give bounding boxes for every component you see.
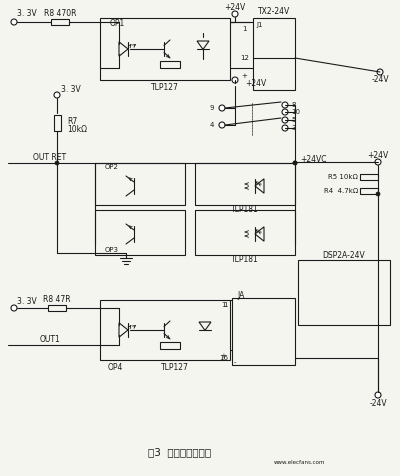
Circle shape	[377, 69, 383, 75]
Circle shape	[11, 305, 17, 311]
Text: TLP181: TLP181	[231, 256, 259, 265]
Text: +: +	[241, 73, 247, 79]
Text: 10kΩ: 10kΩ	[67, 126, 87, 135]
Bar	[298, 260, 390, 325]
Text: 12: 12	[240, 55, 249, 61]
Text: OUT1: OUT1	[40, 336, 60, 345]
Text: +24V: +24V	[367, 150, 389, 159]
Text: 4: 4	[210, 122, 214, 128]
Text: 1: 1	[224, 302, 228, 308]
Text: 图3  自检回路原理图: 图3 自检回路原理图	[148, 447, 212, 457]
Text: OP3: OP3	[105, 247, 119, 253]
Text: 3. 3V: 3. 3V	[17, 10, 37, 19]
Bar	[54, 115, 60, 131]
Text: +: +	[220, 353, 226, 359]
Circle shape	[293, 161, 297, 165]
Bar	[95, 210, 185, 255]
Circle shape	[282, 117, 288, 123]
Text: -: -	[234, 359, 236, 365]
Text: R7: R7	[67, 117, 77, 126]
Text: OP2: OP2	[105, 164, 119, 170]
Text: JA: JA	[237, 290, 244, 299]
Text: OP1: OP1	[110, 19, 125, 28]
Text: 1: 1	[222, 302, 226, 308]
Text: -24V: -24V	[369, 399, 387, 408]
Circle shape	[282, 125, 288, 131]
Bar	[48, 305, 66, 311]
Text: OP4: OP4	[108, 363, 123, 371]
Circle shape	[376, 192, 380, 196]
Bar	[360, 174, 378, 180]
Bar	[160, 61, 180, 68]
Text: 10: 10	[291, 109, 300, 115]
Text: +24VC: +24VC	[300, 155, 326, 163]
Text: R5 10kΩ: R5 10kΩ	[328, 174, 358, 180]
Text: TX2-24V: TX2-24V	[258, 7, 290, 16]
Text: 8: 8	[291, 102, 296, 108]
Circle shape	[219, 105, 225, 111]
Circle shape	[232, 11, 238, 17]
Circle shape	[11, 19, 17, 25]
Bar	[51, 19, 69, 25]
Bar	[253, 18, 295, 90]
Circle shape	[232, 77, 238, 83]
Circle shape	[293, 161, 297, 165]
Text: TLP181: TLP181	[231, 206, 259, 215]
Text: 9: 9	[210, 105, 214, 111]
Bar	[195, 163, 295, 205]
Bar	[95, 163, 185, 205]
Bar	[100, 300, 230, 360]
Circle shape	[54, 92, 60, 98]
Text: 5: 5	[291, 117, 295, 123]
Text: 3: 3	[291, 125, 296, 131]
Circle shape	[55, 161, 59, 165]
Text: TLP127: TLP127	[161, 363, 189, 371]
Circle shape	[375, 159, 381, 165]
Bar	[100, 18, 230, 80]
Text: R8 470R: R8 470R	[44, 10, 76, 19]
Circle shape	[282, 109, 288, 115]
Text: R8 47R: R8 47R	[43, 296, 71, 305]
Text: 16: 16	[219, 355, 228, 361]
Text: J1: J1	[256, 22, 262, 28]
Bar	[160, 342, 180, 349]
Text: www.elecfans.com: www.elecfans.com	[274, 459, 326, 465]
Text: 3. 3V: 3. 3V	[17, 297, 37, 306]
Circle shape	[219, 122, 225, 128]
Bar	[232, 298, 295, 365]
Text: +24V: +24V	[224, 2, 246, 11]
Bar	[360, 188, 378, 194]
Text: DSP2A-24V: DSP2A-24V	[323, 250, 365, 259]
Text: OUT RET: OUT RET	[34, 153, 66, 162]
Text: TLP127: TLP127	[151, 82, 179, 91]
Circle shape	[375, 392, 381, 398]
Text: -24V: -24V	[371, 76, 389, 85]
Text: 3. 3V: 3. 3V	[61, 86, 81, 95]
Text: 1: 1	[242, 26, 247, 32]
Circle shape	[282, 102, 288, 108]
Text: R4  4.7kΩ: R4 4.7kΩ	[324, 188, 358, 194]
Text: +24V: +24V	[245, 79, 266, 88]
Bar	[195, 210, 295, 255]
